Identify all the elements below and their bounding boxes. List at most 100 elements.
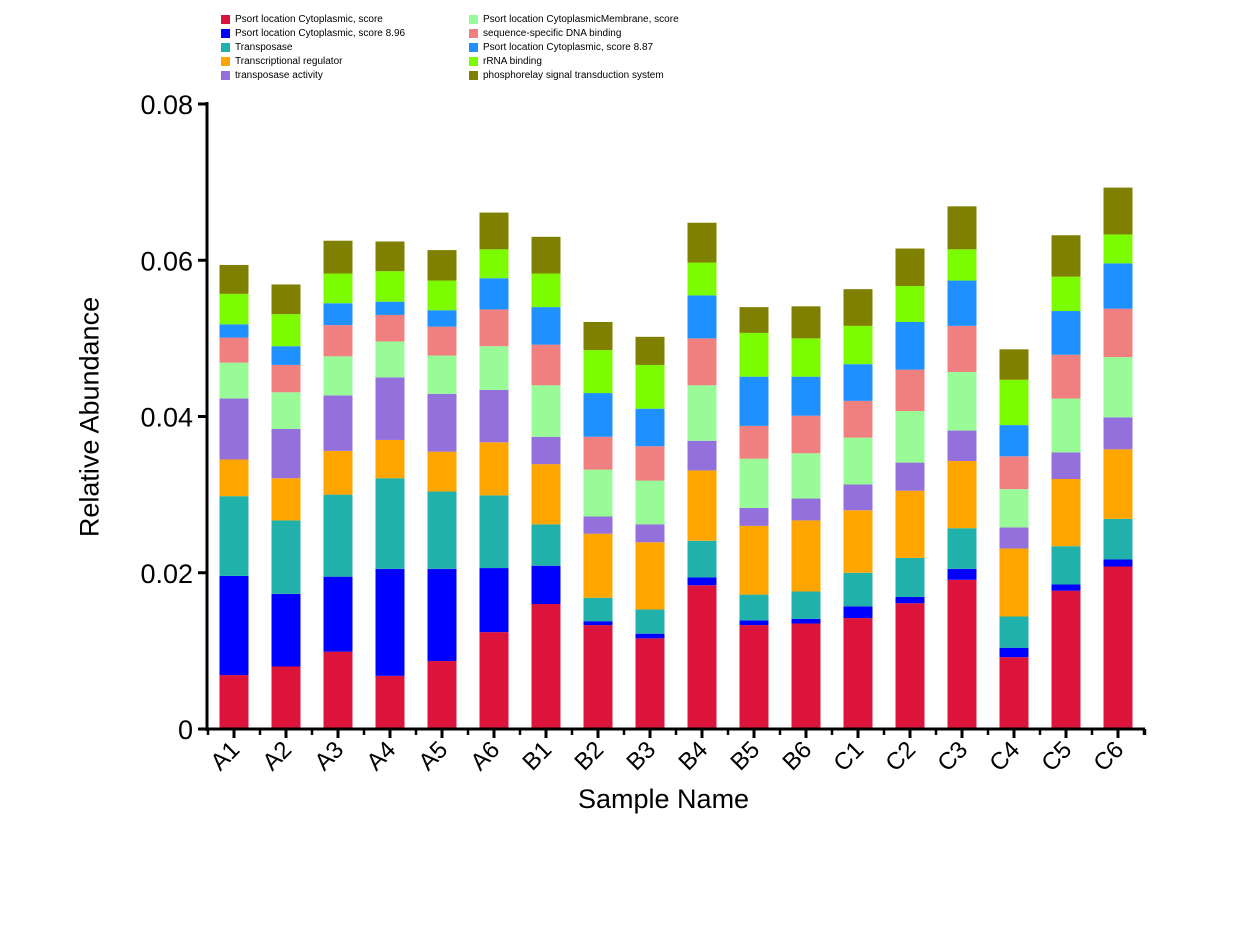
bar-segment-A1-6	[219, 362, 249, 399]
bar-segment-B5-2	[739, 620, 769, 626]
legend-swatch	[469, 71, 478, 80]
legend-swatch	[221, 15, 230, 24]
bar-segment-B4-7	[687, 338, 717, 386]
bar-segment-A1-9	[219, 293, 249, 325]
bar-segment-C6-4	[1103, 449, 1133, 519]
bar-segment-A6-6	[479, 346, 509, 390]
bar-segment-A2-9	[271, 314, 301, 347]
x-axis-title: Sample Name	[578, 784, 750, 814]
bar-segment-C5-4	[1051, 479, 1081, 547]
bar-segment-C4-9	[999, 379, 1029, 426]
legend-swatch	[469, 15, 478, 24]
bar-segment-A6-8	[479, 278, 509, 310]
bar-segment-A5-4	[427, 451, 457, 492]
bar-segment-C4-1	[999, 657, 1029, 730]
bar-segment-C5-10	[1051, 235, 1081, 277]
bar-segment-B2-5	[583, 516, 613, 534]
legend-swatch	[469, 29, 478, 38]
bar-segment-A3-6	[323, 356, 353, 396]
bar-segment-C5-7	[1051, 354, 1081, 399]
bar-segment-A4-10	[375, 241, 405, 272]
bar-segment-B4-8	[687, 295, 717, 339]
bar-segment-B6-5	[791, 498, 821, 521]
bar-segment-C2-4	[895, 490, 925, 558]
bar-segment-C5-3	[1051, 546, 1081, 585]
y-tick-label: 0.02	[140, 559, 193, 589]
bar-segment-C3-2	[947, 568, 977, 580]
bar-segment-B5-1	[739, 625, 769, 729]
bar-segment-A2-10	[271, 284, 301, 315]
bar-segment-C1-7	[843, 400, 873, 438]
bar-segment-B3-5	[635, 524, 665, 543]
bar-segment-C2-2	[895, 596, 925, 604]
y-tick-label: 0	[178, 715, 193, 745]
bar-segment-B4-9	[687, 262, 717, 296]
bar-segment-A6-4	[479, 442, 509, 496]
bar-segment-A5-7	[427, 326, 457, 356]
y-axis-title: Relative Abundance	[74, 296, 105, 538]
bar-segment-A1-3	[219, 496, 249, 576]
x-tick-label-C4: C4	[984, 736, 1025, 777]
bar-segment-A2-1	[271, 666, 301, 729]
bar-segment-A4-7	[375, 314, 405, 342]
bar-segment-A3-9	[323, 273, 353, 304]
bar-segment-C6-2	[1103, 559, 1133, 567]
legend-swatch	[221, 29, 230, 38]
bar-segment-C6-6	[1103, 357, 1133, 418]
bar-segment-C1-6	[843, 437, 873, 485]
chart-legend: Psort location Cytoplasmic, score Psort l…	[0, 0, 1250, 90]
bar-segment-B1-2	[531, 565, 561, 604]
bar-segment-B4-3	[687, 540, 717, 578]
bar-segment-A1-10	[219, 264, 249, 294]
legend-label: Transcriptional regulator	[235, 56, 343, 67]
bar-segment-B6-2	[791, 618, 821, 624]
bar-segment-B1-3	[531, 524, 561, 566]
bar-segment-B6-1	[791, 623, 821, 729]
bar-segment-B6-7	[791, 415, 821, 454]
bar-segment-A2-6	[271, 392, 301, 429]
bar-segment-A3-5	[323, 395, 353, 451]
bar-segment-B2-10	[583, 321, 613, 351]
x-tick-label-A4: A4	[361, 736, 401, 776]
bar-segment-C1-4	[843, 510, 873, 573]
bar-segment-A6-9	[479, 249, 509, 279]
bar-segment-B6-9	[791, 338, 821, 377]
bar-segment-A1-4	[219, 459, 249, 497]
bar-segment-C2-9	[895, 286, 925, 322]
bar-segment-B1-7	[531, 344, 561, 386]
legend-swatch	[469, 57, 478, 66]
bar-segment-C3-4	[947, 461, 977, 529]
bar-segment-C4-8	[999, 425, 1029, 457]
x-tick-label-A6: A6	[465, 736, 505, 776]
bar-segment-A1-5	[219, 398, 249, 460]
bar-segment-C4-6	[999, 489, 1029, 528]
x-tick-label-B1: B1	[517, 736, 557, 776]
bar-segment-B6-6	[791, 453, 821, 499]
bar-segment-C5-5	[1051, 452, 1081, 479]
bar-segment-B5-9	[739, 332, 769, 377]
bar-segment-B5-4	[739, 525, 769, 595]
legend-label: transposase activity	[235, 70, 323, 81]
bar-segment-B3-4	[635, 542, 665, 610]
bar-segment-B3-6	[635, 480, 665, 525]
bar-segment-C3-1	[947, 579, 977, 729]
bar-segment-B2-2	[583, 621, 613, 626]
bar-segment-B2-8	[583, 393, 613, 437]
legend-label: Psort location Cytoplasmic, score	[235, 14, 383, 25]
bar-segment-C3-9	[947, 249, 977, 281]
x-tick-label-B3: B3	[621, 736, 661, 776]
x-tick-label-A5: A5	[413, 736, 453, 776]
x-tick-label-C6: C6	[1088, 736, 1129, 777]
bar-segment-A6-10	[479, 212, 509, 250]
bar-segment-C5-1	[1051, 590, 1081, 729]
bar-segment-A4-3	[375, 478, 405, 569]
bar-segment-B6-8	[791, 376, 821, 416]
bar-segment-A1-2	[219, 575, 249, 676]
bar-segment-B3-1	[635, 638, 665, 730]
bar-segment-A4-9	[375, 271, 405, 302]
bar-segment-B1-6	[531, 385, 561, 437]
bar-segment-A5-8	[427, 310, 457, 327]
bar-segment-A6-1	[479, 632, 509, 730]
bar-segment-C6-9	[1103, 234, 1133, 264]
bar-segment-C4-5	[999, 527, 1029, 549]
